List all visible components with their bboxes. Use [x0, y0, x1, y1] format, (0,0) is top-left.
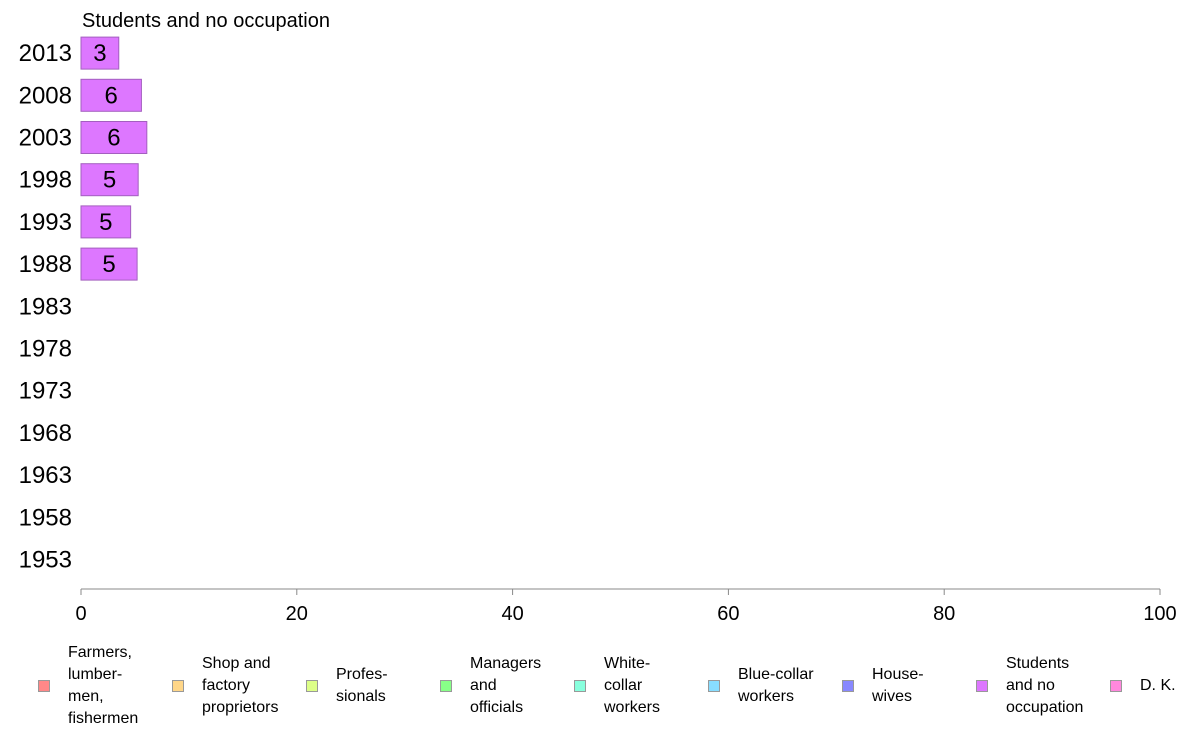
x-tick-label: 100 [1143, 603, 1176, 625]
legend-swatch [1110, 680, 1122, 692]
legend-swatch [440, 680, 452, 692]
legend-item: Profes- sionals [306, 646, 388, 726]
chart-title: Students and no occupation [82, 10, 330, 32]
category-label: 2008 [19, 82, 72, 109]
legend-label: D. K. [1140, 677, 1176, 694]
data-label: 5 [102, 251, 115, 278]
legend-label: Managers and officials [470, 655, 542, 716]
category-label: 2003 [19, 125, 72, 152]
data-label: 5 [103, 167, 116, 194]
legend-item: Shop and factory proprietors [172, 646, 278, 726]
data-label: 3 [93, 40, 106, 67]
legend-item: Farmers, lumber- men, fishermen [38, 644, 138, 727]
legend-item: D. K. [1110, 646, 1176, 726]
x-tick-label: 60 [717, 603, 739, 625]
bar [80, 205, 132, 239]
legend-swatch [574, 680, 586, 692]
category-labels: 2013 2008 2003 1998 1993 1988 1983 1978 1973 1968… [19, 40, 72, 573]
legend-swatch [172, 680, 184, 692]
bar [80, 36, 120, 70]
category-label: 1993 [19, 209, 72, 236]
legend-swatch [306, 680, 318, 692]
legend-item: Blue-collar workers [708, 646, 814, 726]
legend-label: House- wives [872, 666, 924, 705]
data-label: 6 [105, 82, 118, 109]
legend-item: House- wives [842, 646, 924, 726]
legend-label: Students and no occupation [1006, 655, 1084, 716]
legend-label: White- collar workers [604, 655, 661, 716]
bar [80, 121, 148, 154]
bar [80, 247, 138, 281]
bar [80, 163, 139, 197]
category-label: 1963 [19, 462, 72, 489]
legend-item: White- collar workers [574, 646, 660, 726]
bars-group: 3 6 6 5 5 5 [80, 36, 148, 281]
category-label: 1973 [19, 378, 72, 405]
x-tick-label: 40 [501, 603, 523, 625]
category-label: 1978 [19, 336, 72, 363]
x-tick-label: 80 [933, 603, 955, 625]
category-label: 1983 [19, 293, 72, 320]
category-label: 1958 [19, 504, 72, 531]
legend-swatch [976, 680, 988, 692]
category-label: 1953 [19, 547, 72, 574]
x-tick-label: 0 [75, 603, 86, 625]
legend-swatch [842, 680, 854, 692]
category-label: 1998 [19, 167, 72, 194]
legend-label: Shop and factory proprietors [202, 655, 279, 716]
legend: Farmers, lumber- men, fishermen Shop and … [38, 644, 1188, 727]
x-axis: 0 20 40 60 80 100 [75, 588, 1177, 625]
x-tick-label: 20 [286, 603, 308, 625]
bar [80, 78, 142, 112]
data-label: 6 [107, 125, 120, 152]
category-label: 2013 [19, 40, 72, 67]
category-label: 1988 [19, 251, 72, 278]
legend-swatch [708, 680, 720, 692]
legend-swatch [38, 680, 50, 692]
legend-label: Blue-collar workers [738, 666, 814, 705]
data-label: 5 [99, 209, 112, 236]
legend-label: Profes- sionals [336, 666, 388, 705]
legend-item: Managers and officials [440, 646, 541, 726]
legend-item: Students and no occupation [976, 646, 1083, 726]
category-label: 1968 [19, 420, 72, 447]
legend-label: Farmers, lumber- men, fishermen [68, 644, 139, 727]
